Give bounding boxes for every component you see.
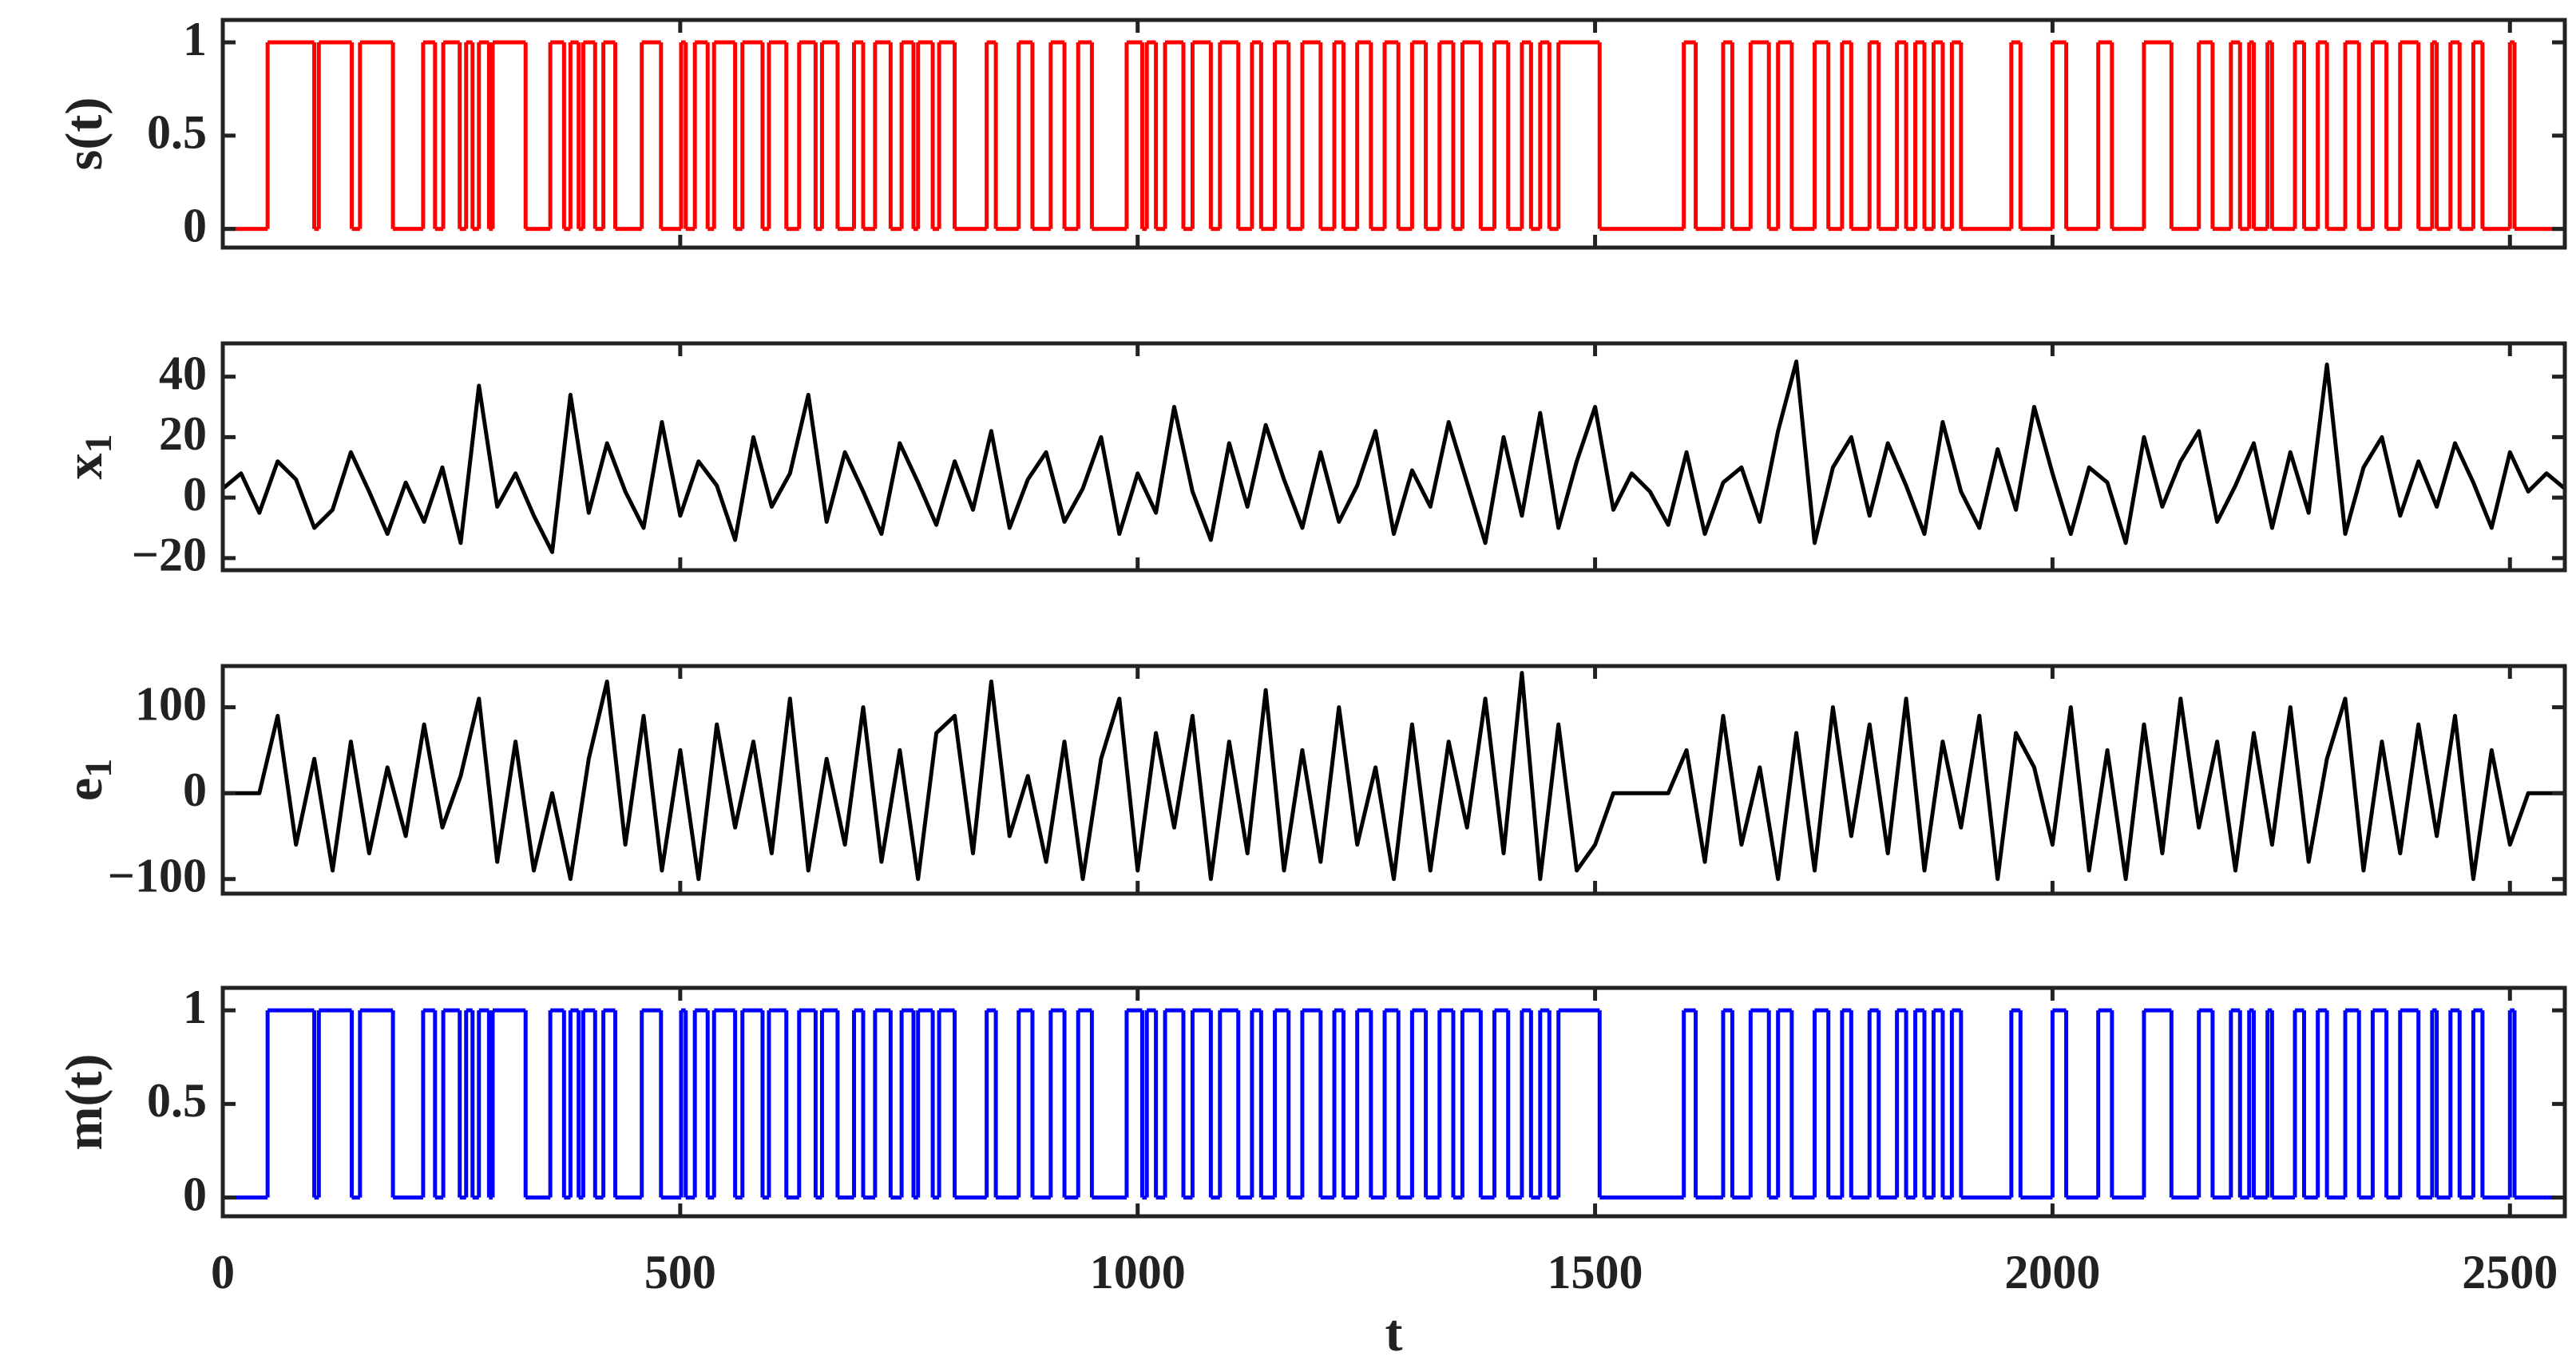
x-tick-label: 2000 xyxy=(2004,1246,2100,1299)
y-tick-label: 0.5 xyxy=(147,1074,207,1127)
y-tick-label: −20 xyxy=(132,529,207,581)
y-axis-label: x1 xyxy=(55,434,120,480)
y-label-subscript: 1 xyxy=(77,759,120,778)
plot-area xyxy=(221,359,2566,554)
plot-area xyxy=(223,671,2565,882)
y-axis-label: s(t) xyxy=(55,97,113,171)
y-tick-label: 1 xyxy=(183,981,207,1033)
y-tick-label: 0 xyxy=(183,763,207,816)
y-axis-label: m(t) xyxy=(55,1054,113,1151)
signal-line xyxy=(221,359,2566,554)
axes-frame xyxy=(220,664,2567,896)
x-axis-label: t xyxy=(1385,1304,1403,1362)
y-tick-label: 0.5 xyxy=(147,106,207,159)
y-label-subscript: 1 xyxy=(77,434,120,454)
plot-area xyxy=(223,1008,2565,1200)
y-tick-label: 0 xyxy=(183,1168,207,1220)
x-tick-label: 2500 xyxy=(2462,1246,2558,1299)
x-tick-label: 0 xyxy=(211,1246,235,1299)
signal-line xyxy=(223,671,2565,882)
subplot: 0 0.5 1 0 500 1000 1500 2000 2500 m(t) t xyxy=(55,981,2567,1362)
y-tick-label: 0 xyxy=(183,199,207,252)
subplot: 0 0.5 1 s(t) xyxy=(55,13,2567,252)
subplot: −20 0 20 40 x1 xyxy=(55,341,2567,581)
y-tick-label: 100 xyxy=(135,677,207,730)
subplot: −100 0 100 e1 xyxy=(55,664,2567,902)
y-tick-label: 1 xyxy=(183,13,207,65)
y-axis-label: e1 xyxy=(55,759,120,801)
y-tick-label: 40 xyxy=(159,347,207,399)
axes-frame xyxy=(220,341,2567,573)
y-label-text: e xyxy=(55,778,113,801)
y-tick-label: 20 xyxy=(159,407,207,460)
x-tick-label: 500 xyxy=(644,1246,716,1299)
plot-area xyxy=(223,40,2565,232)
y-tick-label: 0 xyxy=(183,468,207,521)
x-tick-label: 1000 xyxy=(1090,1246,1186,1299)
x-tick-label: 1500 xyxy=(1548,1246,1643,1299)
y-tick-label: −100 xyxy=(108,849,207,902)
y-label-text: s(t) xyxy=(55,97,113,171)
y-label-text: x xyxy=(55,454,113,480)
y-label-text: m(t) xyxy=(55,1054,113,1151)
